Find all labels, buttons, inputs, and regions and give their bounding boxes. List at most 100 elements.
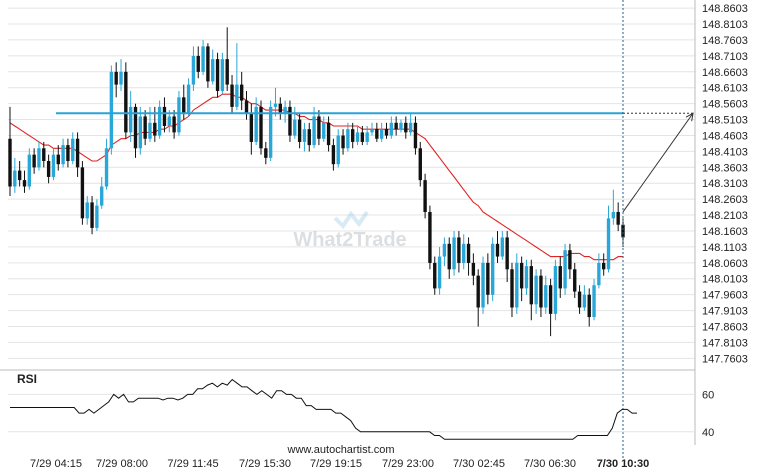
x-tick-label: 7/29 19:15 — [310, 458, 362, 470]
candle — [466, 243, 471, 263]
y-tick-label: 148.2603 — [702, 194, 748, 206]
candle — [423, 180, 427, 212]
candle — [597, 262, 601, 286]
candle — [254, 106, 258, 142]
candle — [37, 148, 41, 168]
candle — [370, 129, 374, 133]
candle — [239, 84, 244, 101]
candle — [138, 116, 143, 149]
candle — [360, 132, 365, 142]
rsi-tick-label: 40 — [702, 427, 714, 439]
x-tick-label: 7/30 10:30 — [597, 458, 650, 470]
candle — [307, 129, 311, 146]
candle — [124, 71, 128, 133]
candle — [457, 237, 461, 263]
candle — [346, 129, 350, 149]
candle — [341, 135, 345, 149]
y-tick-label: 148.0103 — [702, 274, 748, 286]
candle — [582, 294, 587, 308]
candle — [408, 122, 413, 133]
candle — [418, 148, 422, 181]
candle — [553, 266, 558, 314]
candle — [148, 122, 152, 139]
y-tick-label: 148.1603 — [702, 226, 748, 238]
candle — [606, 218, 611, 270]
rsi-panel: RSI 60 40 — [0, 369, 714, 440]
y-tick-label: 147.9603 — [702, 290, 748, 302]
candle — [278, 103, 282, 114]
candle — [539, 275, 543, 308]
candle — [394, 122, 398, 130]
candle — [573, 269, 577, 292]
y-tick-label: 148.6103 — [702, 83, 748, 95]
rsi-line — [10, 378, 637, 440]
candle — [563, 250, 567, 289]
x-tick-label: 7/29 11:45 — [167, 458, 218, 470]
x-tick-label: 7/30 02:45 — [453, 458, 505, 470]
candle — [379, 129, 384, 139]
candle — [611, 211, 616, 219]
candles — [8, 27, 625, 337]
y-tick-label: 147.9103 — [702, 306, 748, 318]
candle — [268, 106, 273, 158]
candle — [413, 122, 418, 149]
candle — [495, 243, 500, 257]
candle — [75, 138, 80, 168]
candle — [293, 119, 297, 136]
candle — [177, 97, 181, 133]
candle — [529, 266, 533, 305]
candle — [259, 106, 263, 149]
projection-arrow — [622, 112, 694, 213]
candle — [27, 154, 31, 187]
candle — [201, 46, 205, 72]
candle — [577, 291, 582, 308]
candle — [404, 122, 408, 133]
candle — [235, 84, 239, 107]
candle — [114, 71, 118, 85]
x-tick-label: 7/29 23:00 — [382, 458, 434, 470]
price-axis: 148.8603 148.8103 148.7603 148.7103 148.6603… — [694, 0, 748, 445]
x-tick-label: 7/30 06:30 — [524, 458, 576, 470]
y-tick-label: 148.7603 — [702, 35, 748, 47]
candle — [481, 262, 485, 308]
candle — [331, 145, 336, 165]
candle — [244, 100, 249, 114]
candle — [519, 262, 524, 289]
candle — [471, 262, 476, 276]
candle — [428, 211, 432, 263]
candle — [162, 106, 167, 126]
candle — [71, 138, 75, 162]
y-tick-label: 147.8103 — [702, 337, 748, 349]
candle — [355, 132, 360, 142]
candle — [172, 116, 176, 133]
candle — [490, 243, 495, 295]
candle — [302, 129, 307, 142]
candle — [133, 106, 138, 149]
candle — [437, 256, 442, 289]
candle — [312, 116, 316, 146]
candle — [90, 202, 94, 228]
candle — [322, 122, 326, 139]
y-tick-label: 148.3603 — [702, 162, 748, 174]
candle — [66, 145, 70, 162]
candle — [211, 59, 215, 82]
candle — [616, 211, 620, 225]
candle — [587, 294, 591, 318]
candle — [51, 154, 56, 177]
candle — [100, 186, 104, 206]
candle — [317, 116, 321, 139]
annotations — [56, 0, 695, 460]
candle — [500, 237, 505, 257]
y-tick-label: 148.5603 — [702, 99, 748, 111]
candle — [8, 138, 12, 187]
candle — [283, 106, 287, 114]
candle — [524, 266, 529, 289]
y-tick-label: 148.3103 — [702, 178, 748, 190]
candle — [433, 262, 437, 289]
candle — [486, 262, 490, 295]
x-tick-label: 7/29 08:00 — [96, 458, 148, 470]
candle — [505, 237, 509, 270]
candle — [375, 129, 379, 139]
candle — [452, 237, 456, 270]
candle — [249, 113, 254, 142]
